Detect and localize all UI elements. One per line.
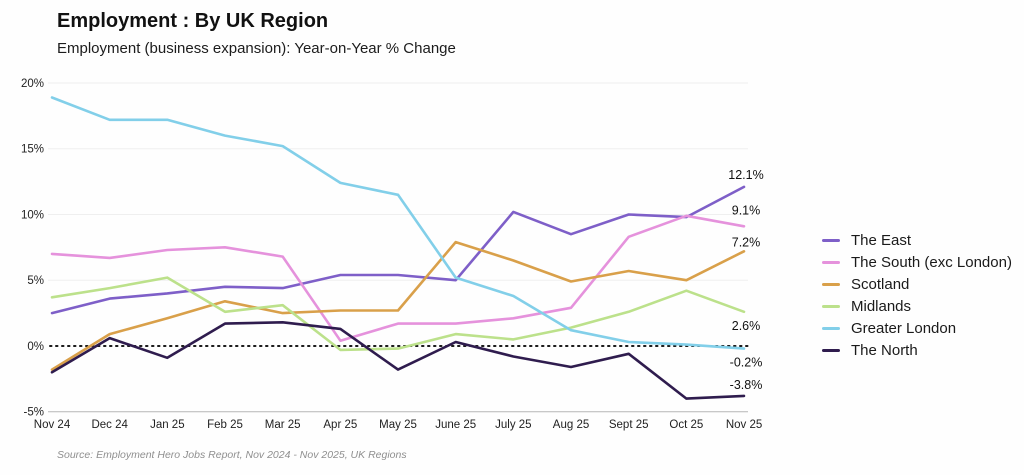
end-label: 12.1% xyxy=(728,168,763,182)
legend-item: The East xyxy=(822,229,1012,251)
y-tick-label: 20% xyxy=(21,78,44,90)
end-label: 2.6% xyxy=(732,319,761,333)
source-note: Source: Employment Hero Jobs Report, Nov… xyxy=(57,449,407,461)
legend-swatch-icon xyxy=(822,282,840,286)
legend-item: The South (exc London) xyxy=(822,251,1012,273)
x-tick-label: July 25 xyxy=(495,419,531,431)
y-tick-label: 15% xyxy=(21,144,44,156)
page-title: Employment : By UK Region xyxy=(57,10,329,32)
x-tick-label: Apr 25 xyxy=(323,419,357,431)
end-label: -3.8% xyxy=(730,378,763,392)
x-tick-label: Oct 25 xyxy=(669,419,703,431)
series-line-the-north xyxy=(50,320,746,400)
x-tick-label: Mar 25 xyxy=(265,419,301,431)
legend-item: Greater London xyxy=(822,317,1012,339)
legend-item: Scotland xyxy=(822,273,1012,295)
legend-item: The North xyxy=(822,339,1012,361)
legend-swatch-icon xyxy=(822,304,840,308)
page-subtitle: Employment (business expansion): Year-on… xyxy=(57,40,456,57)
legend-label: Midlands xyxy=(851,297,912,315)
series-line-midlands xyxy=(50,276,746,352)
legend-swatch-icon xyxy=(822,348,840,352)
y-tick-label: 5% xyxy=(27,275,44,287)
legend-label: Greater London xyxy=(851,319,957,337)
end-label: 7.2% xyxy=(732,235,761,249)
x-tick-label: Nov 24 xyxy=(34,419,71,431)
series-line-the-south-exc-london- xyxy=(50,214,746,343)
legend-label: The South (exc London) xyxy=(851,253,1012,271)
series-line-scotland xyxy=(50,240,746,371)
legend-label: The North xyxy=(851,341,918,359)
end-label: 9.1% xyxy=(732,203,761,217)
x-tick-label: Aug 25 xyxy=(553,419,589,431)
chart-legend: The East The South (exc London) Scotland Mi… xyxy=(822,229,1012,361)
legend-swatch-icon xyxy=(822,326,840,330)
legend-item: Midlands xyxy=(822,295,1012,317)
legend-swatch-icon xyxy=(822,260,840,264)
y-tick-label: 10% xyxy=(21,209,44,221)
y-tick-label: 0% xyxy=(27,341,44,353)
series-line-the-east xyxy=(50,185,746,315)
x-tick-label: Nov 25 xyxy=(726,419,762,431)
x-tick-label: Dec 24 xyxy=(91,419,128,431)
series-line-greater-london xyxy=(50,96,746,350)
x-tick-label: May 25 xyxy=(379,419,417,431)
legend-swatch-icon xyxy=(822,238,840,242)
legend-label: Scotland xyxy=(851,275,910,293)
x-tick-label: June 25 xyxy=(435,419,476,431)
x-tick-label: Jan 25 xyxy=(150,419,185,431)
x-tick-label: Feb 25 xyxy=(207,419,243,431)
x-tick-label: Sept 25 xyxy=(609,419,649,431)
end-label: -0.2% xyxy=(730,356,763,370)
legend-label: The East xyxy=(851,231,912,249)
y-tick-label: -5% xyxy=(24,407,44,419)
